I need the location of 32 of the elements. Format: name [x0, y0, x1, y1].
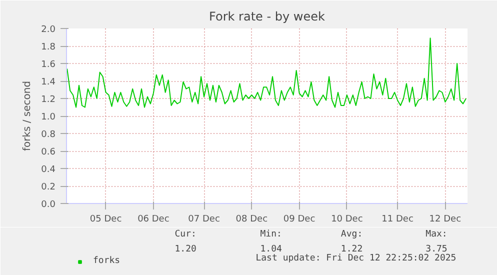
y-tick-label: 1.0 — [41, 112, 56, 122]
x-tick-label: 12 Dec — [429, 214, 462, 224]
x-tick-label: 08 Dec — [236, 214, 268, 224]
chart-title: Fork rate - by week — [209, 10, 326, 24]
x-tick-label: 11 Dec — [382, 214, 414, 224]
text: 3.75 — [426, 244, 448, 254]
x-tick-label: 06 Dec — [138, 214, 170, 224]
y-tick-label: 0.4 — [41, 165, 56, 175]
text: Max: — [426, 230, 448, 240]
y-tick-label: 1.2 — [41, 95, 56, 105]
legend-label: forks — [93, 256, 120, 266]
text: Last update: Fri Dec 12 22:25:02 2025 — [256, 254, 456, 264]
y-tick-label: 2.0 — [41, 25, 56, 35]
text: Cur: — [174, 230, 196, 240]
y-tick-label: 1.8 — [41, 42, 56, 52]
y-tick-label: 1.4 — [41, 78, 56, 88]
x-tick-label: 09 Dec — [283, 214, 316, 224]
y-axis-title: forks / second — [22, 80, 34, 152]
y-tick-label: 0.0 — [41, 200, 56, 210]
text: Avg: — [340, 230, 363, 240]
y-tick-label: 1.6 — [41, 60, 56, 70]
x-tick-label: 07 Dec — [188, 214, 220, 224]
y-tick-label: 0.8 — [41, 130, 56, 140]
line-series — [66, 38, 467, 108]
x-tick-label: 10 Dec — [331, 214, 363, 224]
x-tick-label: 05 Dec — [90, 214, 122, 224]
text: 1.22 — [340, 244, 363, 254]
text: 1.04 — [260, 244, 282, 254]
y-tick-label: 0.6 — [41, 148, 56, 158]
y-tick-label: 0.2 — [41, 182, 56, 192]
text: 1.20 — [174, 244, 196, 254]
text: Min: — [260, 230, 282, 240]
